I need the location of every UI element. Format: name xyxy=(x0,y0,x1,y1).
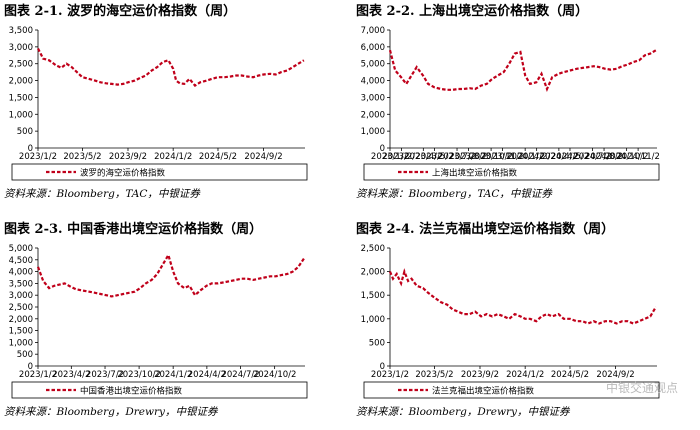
y-tick-label: 5,000 xyxy=(361,60,385,70)
y-tick-label: 2,500 xyxy=(361,244,385,254)
y-tick-label: 0 xyxy=(380,362,385,372)
chart-panel-baltic: 图表 2-1. 波罗的海空运价格指数（周） 0 500 1,000 1,500 2,00… xyxy=(0,0,342,212)
y-tick-label: 0 xyxy=(28,362,33,372)
y-tick-label: 3,500 xyxy=(9,26,33,36)
y-tick-label: 1,500 xyxy=(9,327,33,337)
chart-source: 资料来源：Bloomberg，TAC，中银证券 xyxy=(4,188,200,200)
chart-title: 图表 2-4. 法兰克福出境空运价格指数（周） xyxy=(356,222,615,237)
chart-frankfurt-air-freight: 0 500 1,000 1,500 2,000 2,500 2023/1/2 2023/5/2… xyxy=(361,244,660,399)
x-tick-label: 2023/10/2 xyxy=(469,152,513,162)
legend-box xyxy=(11,381,308,399)
y-tick-label: 1,000 xyxy=(9,110,33,120)
x-tick-label: 2023/1/2 xyxy=(371,370,409,380)
x-tick-label: 2024/5/2 xyxy=(199,152,237,162)
x-tick-label: 2023/4/2 xyxy=(52,370,90,380)
x-tick-label: 2024/10/2 xyxy=(605,152,649,162)
x-tick-label: 2024/1/2 xyxy=(154,152,192,162)
chart-title: 图表 2-2. 上海出境空运价格指数（周） xyxy=(356,4,589,19)
x-tick-label: 2023/9/2 xyxy=(461,370,499,380)
legend-label: 上海出境空运价格指数 xyxy=(432,168,518,179)
series-line xyxy=(388,268,657,325)
y-tick-label: 5,000 xyxy=(9,244,33,254)
y-tick-label: 1,500 xyxy=(361,291,385,301)
x-tick-label: 2024/5/2 xyxy=(551,152,589,162)
x-tick-label: 2023/5/2 xyxy=(415,152,453,162)
chart-title: 图表 2-1. 波罗的海空运价格指数（周） xyxy=(4,4,237,19)
chart-source: 资料来源：Bloomberg，TAC，中银证券 xyxy=(356,188,552,200)
y-tick-label: 4,500 xyxy=(9,256,33,266)
x-tick-label: 2023/10/2 xyxy=(117,370,161,380)
chart-panel-hongkong: 图表 2-3. 中国香港出境空运价格指数（周） 0 500 1,000 1,500 2,… xyxy=(0,218,342,430)
y-tick-label: 3,000 xyxy=(9,43,33,53)
y-tick-label: 3,000 xyxy=(361,93,385,103)
chart-baltic-air-freight: 0 500 1,000 1,500 2,000 2,500 3,000 3,500 2023/1… xyxy=(9,26,308,181)
x-tick-label: 2024/5/2 xyxy=(551,370,589,380)
y-tick-label: 2,500 xyxy=(9,60,33,70)
y-tick-label: 1,000 xyxy=(361,315,385,325)
y-tick-label: 4,000 xyxy=(361,77,385,87)
y-tick-label: 500 xyxy=(17,127,33,137)
legend-box xyxy=(11,163,308,181)
x-tick-label: 2024/8/2 xyxy=(585,152,623,162)
y-tick-label: 6,000 xyxy=(361,43,385,53)
y-tick-label: 3,500 xyxy=(9,279,33,289)
y-tick-label: 1,500 xyxy=(9,93,33,103)
x-tick-label: 2023/1/2 xyxy=(371,152,409,162)
series-line xyxy=(388,49,657,92)
x-tick-label: 2024/4/2 xyxy=(540,152,578,162)
x-tick-label: 2023/9/2 xyxy=(109,152,147,162)
x-tick-label: 2023/5/2 xyxy=(415,370,453,380)
x-tick-label: 2023/7/2 xyxy=(86,370,124,380)
x-tick-label: 2024/10/2 xyxy=(253,370,297,380)
x-tick-label: 2023/8/2 xyxy=(449,152,487,162)
y-tick-label: 500 xyxy=(369,338,385,348)
chart-panel-frankfurt: 图表 2-4. 法兰克福出境空运价格指数（周） 0 500 1,000 1,500 2,… xyxy=(352,218,694,430)
chart-source: 资料来源：Bloomberg，Drewry，中银证券 xyxy=(4,406,218,418)
y-tick-label: 2,000 xyxy=(9,315,33,325)
x-tick-label: 2024/1/2 xyxy=(506,152,544,162)
x-tick-label: 2024/2/2 xyxy=(518,152,556,162)
x-tick-label: 2024/9/2 xyxy=(596,370,634,380)
y-tick-label: 0 xyxy=(380,144,385,154)
x-tick-label: 2023/7/2 xyxy=(438,152,476,162)
x-tick-label: 2024/9/2 xyxy=(244,152,282,162)
y-tick-label: 1,000 xyxy=(9,338,33,348)
x-tick-label: 2024/1/2 xyxy=(154,370,192,380)
x-tick-label: 2023/1/2 xyxy=(19,370,57,380)
legend-label: 法兰克福出境空运价格指数 xyxy=(432,386,535,397)
y-tick-label: 4,000 xyxy=(9,268,33,278)
x-tick-label: 2023/5/2 xyxy=(63,152,101,162)
chart-shanghai-air-freight: 0 1,000 2,000 3,000 4,000 5,000 6,000 7,000 2023… xyxy=(361,26,660,181)
x-tick-label: 2023/1/2 xyxy=(19,152,57,162)
y-tick-label: 2,500 xyxy=(9,303,33,313)
chart-panel-shanghai: 图表 2-2. 上海出境空运价格指数（周） 0 1,000 2,000 3,000 4,… xyxy=(352,0,694,212)
x-tick-label: 2024/7/2 xyxy=(221,370,259,380)
legend-box xyxy=(363,381,660,399)
y-tick-label: 0 xyxy=(28,144,33,154)
legend-label: 波罗的海空运价格指数 xyxy=(80,168,166,179)
series-line xyxy=(36,252,305,298)
y-tick-label: 3,000 xyxy=(9,291,33,301)
legend-box xyxy=(363,163,660,181)
x-tick-label: 2024/1/2 xyxy=(506,370,544,380)
y-tick-label: 2,000 xyxy=(361,268,385,278)
x-tick-label: 2024/7/2 xyxy=(573,152,611,162)
y-tick-label: 7,000 xyxy=(361,26,385,36)
x-tick-label: 2024/11/2 xyxy=(616,152,660,162)
x-tick-label: 2023/4/2 xyxy=(404,152,442,162)
y-tick-label: 500 xyxy=(17,350,33,360)
chart-source: 资料来源：Bloomberg，Drewry，中银证券 xyxy=(356,406,570,418)
x-tick-label: 2023/11/2 xyxy=(481,152,525,162)
x-tick-label: 2024/4/2 xyxy=(188,370,226,380)
y-tick-label: 1,000 xyxy=(361,127,385,137)
x-tick-label: 2023/2/2 xyxy=(382,152,420,162)
y-tick-label: 2,000 xyxy=(9,77,33,87)
chart-title: 图表 2-3. 中国香港出境空运价格指数（周） xyxy=(4,222,263,237)
watermark: 中银交通观点 xyxy=(605,381,678,395)
y-tick-label: 2,000 xyxy=(361,110,385,120)
series-line xyxy=(37,48,305,88)
legend-label: 中国香港出境空运价格指数 xyxy=(80,386,183,397)
